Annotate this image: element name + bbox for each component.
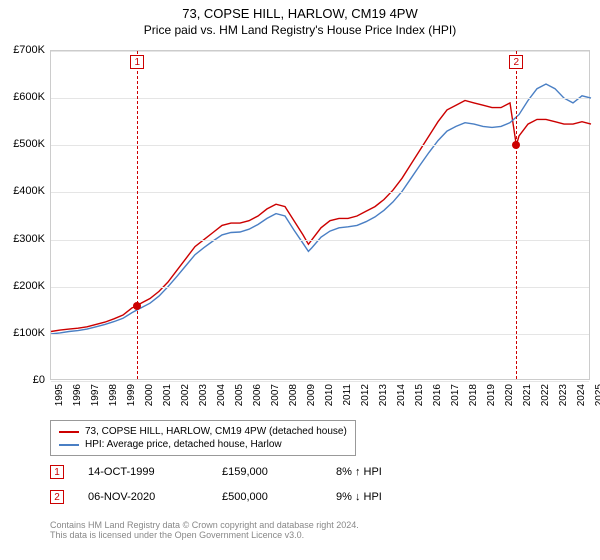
xtick-label: 2020 (504, 384, 515, 406)
sale-delta: 9% ↓ HPI (336, 491, 382, 503)
xtick-label: 1999 (126, 384, 137, 406)
legend-label: 73, COPSE HILL, HARLOW, CM19 4PW (detach… (85, 426, 347, 437)
sale-num-box: 1 (50, 465, 64, 479)
ytick-label: £0 (5, 374, 45, 386)
legend-swatch (59, 431, 79, 433)
xtick-label: 1996 (72, 384, 83, 406)
xtick-label: 2024 (576, 384, 587, 406)
footer-attribution: Contains HM Land Registry data © Crown c… (50, 520, 359, 540)
sale-row: 2 06-NOV-2020 £500,000 9% ↓ HPI (50, 490, 382, 504)
sale-dot (133, 302, 141, 310)
sale-price: £500,000 (222, 491, 312, 503)
xtick-label: 1995 (54, 384, 65, 406)
series-line-price_paid (51, 101, 591, 332)
gridline-h (51, 240, 589, 241)
ytick-label: £600K (5, 91, 45, 103)
gridline-h (51, 381, 589, 382)
gridline-h (51, 192, 589, 193)
plot-area: 12 (50, 50, 590, 380)
ytick-label: £300K (5, 233, 45, 245)
xtick-label: 2014 (396, 384, 407, 406)
xtick-label: 1998 (108, 384, 119, 406)
gridline-h (51, 145, 589, 146)
xtick-label: 2011 (342, 384, 353, 406)
gridline-h (51, 287, 589, 288)
xtick-label: 2016 (432, 384, 443, 406)
ytick-label: £100K (5, 327, 45, 339)
gridline-h (51, 98, 589, 99)
xtick-label: 2007 (270, 384, 281, 406)
xtick-label: 2009 (306, 384, 317, 406)
sale-num-box: 2 (50, 490, 64, 504)
footer-line2: This data is licensed under the Open Gov… (50, 530, 359, 540)
sale-dot (512, 141, 520, 149)
legend-row: 73, COPSE HILL, HARLOW, CM19 4PW (detach… (59, 425, 347, 438)
sale-marker-box: 1 (130, 55, 144, 69)
ytick-label: £400K (5, 185, 45, 197)
ytick-label: £700K (5, 44, 45, 56)
xtick-label: 2003 (198, 384, 209, 406)
sale-delta: 8% ↑ HPI (336, 466, 382, 478)
xtick-label: 2008 (288, 384, 299, 406)
sale-date: 14-OCT-1999 (88, 466, 198, 478)
xtick-label: 2001 (162, 384, 173, 406)
xtick-label: 2023 (558, 384, 569, 406)
legend-row: HPI: Average price, detached house, Harl… (59, 438, 347, 451)
chart-title: 73, COPSE HILL, HARLOW, CM19 4PW (0, 0, 600, 21)
xtick-label: 2015 (414, 384, 425, 406)
sale-row: 1 14-OCT-1999 £159,000 8% ↑ HPI (50, 465, 382, 479)
xtick-label: 2022 (540, 384, 551, 406)
gridline-h (51, 334, 589, 335)
xtick-label: 2017 (450, 384, 461, 406)
ytick-label: £200K (5, 280, 45, 292)
xtick-label: 2004 (216, 384, 227, 406)
sale-vline (137, 51, 138, 379)
legend-swatch (59, 444, 79, 446)
sale-date: 06-NOV-2020 (88, 491, 198, 503)
sale-marker-box: 2 (509, 55, 523, 69)
gridline-h (51, 51, 589, 52)
xtick-label: 2019 (486, 384, 497, 406)
ytick-label: £500K (5, 138, 45, 150)
xtick-label: 2025 (594, 384, 600, 406)
legend-box: 73, COPSE HILL, HARLOW, CM19 4PW (detach… (50, 420, 356, 456)
sale-price: £159,000 (222, 466, 312, 478)
xtick-label: 2012 (360, 384, 371, 406)
xtick-label: 2021 (522, 384, 533, 406)
chart-container: 73, COPSE HILL, HARLOW, CM19 4PW Price p… (0, 0, 600, 560)
xtick-label: 1997 (90, 384, 101, 406)
xtick-label: 2000 (144, 384, 155, 406)
chart-svg (51, 51, 591, 381)
xtick-label: 2013 (378, 384, 389, 406)
xtick-label: 2005 (234, 384, 245, 406)
series-line-hpi (51, 84, 591, 334)
xtick-label: 2006 (252, 384, 263, 406)
xtick-label: 2010 (324, 384, 335, 406)
footer-line1: Contains HM Land Registry data © Crown c… (50, 520, 359, 530)
xtick-label: 2002 (180, 384, 191, 406)
chart-subtitle: Price paid vs. HM Land Registry's House … (0, 21, 600, 41)
xtick-label: 2018 (468, 384, 479, 406)
legend-label: HPI: Average price, detached house, Harl… (85, 439, 282, 450)
sale-vline (516, 51, 517, 379)
